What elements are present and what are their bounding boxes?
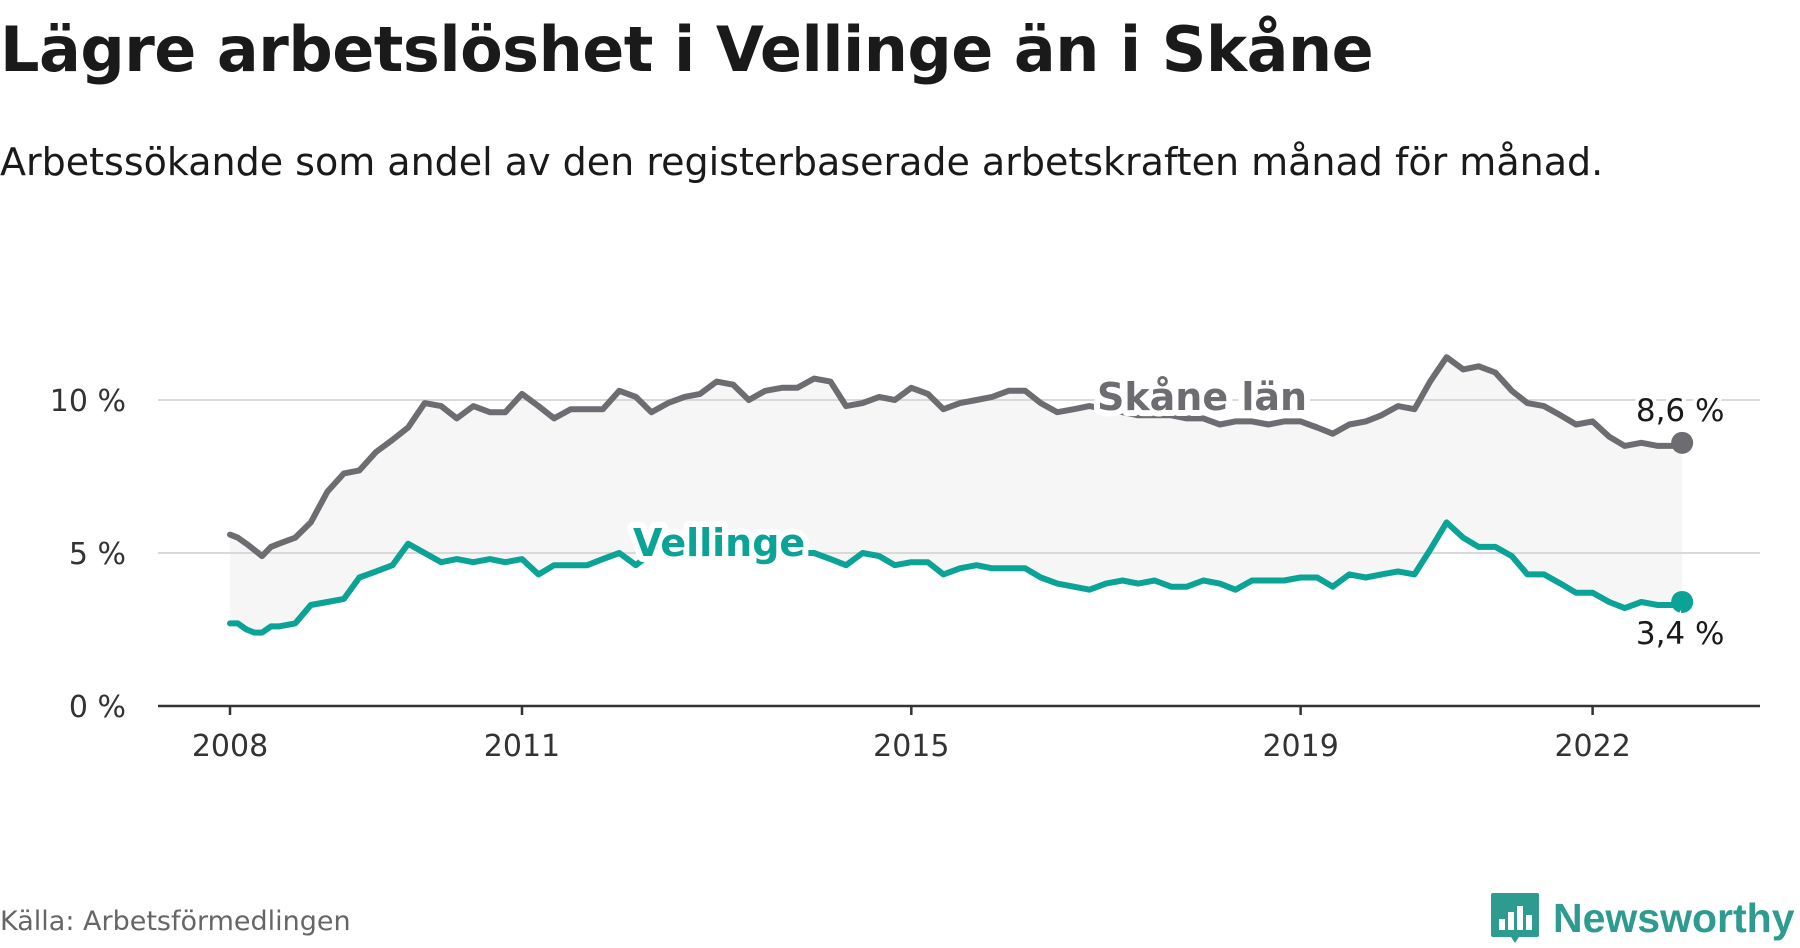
- series-line-vellinge: [227, 519, 1686, 636]
- series-end-label-vellinge: 3,4 %: [1636, 616, 1725, 652]
- x-tick-label: 2008: [192, 729, 268, 764]
- y-tick-label: 10 %: [50, 384, 126, 419]
- series-label-skane: Skåne län: [1097, 375, 1307, 419]
- x-tick-label: 2015: [873, 729, 949, 764]
- range-band: [230, 357, 1683, 633]
- x-tick-label: 2019: [1262, 729, 1338, 764]
- series-end-label-skane: 8,6 %: [1636, 393, 1725, 429]
- newsworthy-logo-icon: [1491, 893, 1539, 943]
- series-end-point-skane: [1671, 431, 1694, 454]
- x-tick-label: 2022: [1554, 729, 1630, 764]
- y-tick-label: 0 %: [69, 690, 126, 725]
- chart-subtitle: Arbetssökande som andel av den registerb…: [0, 140, 1604, 184]
- brand-name: Newsworthy: [1553, 894, 1795, 941]
- chart-title: Lägre arbetslöshet i Vellinge än i Skåne: [0, 13, 1374, 86]
- y-axis-tick-labels: 0 % 5 % 10 %: [50, 384, 126, 725]
- brand-logo[interactable]: Newsworthy: [1491, 888, 1795, 948]
- y-tick-label: 5 %: [69, 537, 126, 572]
- series-label-vellinge: Vellinge: [633, 521, 805, 565]
- x-axis-ticks: 2008 2011 2015 2019 2022: [192, 706, 1631, 764]
- source-note: Källa: Arbetsförmedlingen: [0, 906, 351, 937]
- series-end-point-vellinge: [1671, 590, 1694, 613]
- x-tick-label: 2011: [484, 729, 560, 764]
- series-line-skane: [227, 354, 1686, 560]
